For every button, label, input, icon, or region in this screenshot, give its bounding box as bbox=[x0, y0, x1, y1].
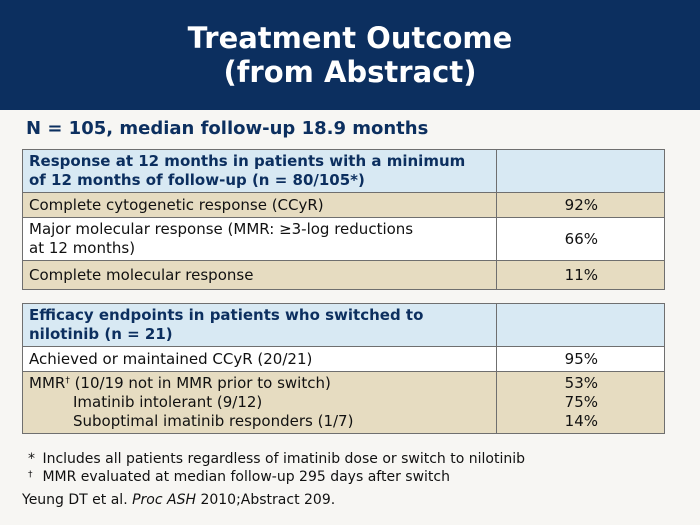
slide-title-line-2: (from Abstract) bbox=[223, 55, 477, 89]
row-label: Major molecular response (MMR: ≥3-log re… bbox=[22, 217, 497, 261]
row-value: 92% bbox=[496, 192, 665, 218]
citation: Yeung DT et al. Proc ASH 2010;Abstract 2… bbox=[22, 492, 335, 508]
response-table-header-cell: Response at 12 months in patients with a… bbox=[22, 149, 497, 193]
table-row: Major molecular response (MMR: ≥3-log re… bbox=[22, 217, 665, 261]
table-row: Complete cytogenetic response (CCyR) 92% bbox=[22, 192, 665, 218]
row-value: 75% bbox=[564, 393, 598, 411]
header-line: of 12 months of follow-up (n = 80/105*) bbox=[29, 171, 365, 189]
footnote-symbol: * bbox=[28, 451, 35, 467]
row-value: 11% bbox=[496, 260, 665, 290]
row-label-group: MMR† (10/19 not in MMR prior to switch) … bbox=[22, 371, 497, 434]
response-table-header: Response at 12 months in patients with a… bbox=[22, 149, 665, 193]
switch-table-header-cell: Efficacy endpoints in patients who switc… bbox=[22, 303, 497, 347]
citation-journal: Proc ASH bbox=[132, 492, 196, 508]
cohort-subheading: N = 105, median follow-up 18.9 months bbox=[26, 118, 429, 139]
row-label: Complete molecular response bbox=[22, 260, 497, 290]
title-banner: Treatment Outcome (from Abstract) bbox=[0, 0, 700, 110]
footnote-text: Includes all patients regardless of imat… bbox=[42, 451, 526, 467]
mmr-label-rest: (10/19 not in MMR prior to switch) bbox=[69, 374, 331, 392]
footnote: † MMR evaluated at median follow-up 295 … bbox=[28, 468, 525, 486]
header-empty-cell bbox=[496, 303, 665, 347]
switch-table-header: Efficacy endpoints in patients who switc… bbox=[22, 303, 665, 347]
row-label-line: MMR† (10/19 not in MMR prior to switch) bbox=[29, 374, 490, 393]
row-label: Achieved or maintained CCyR (20/21) bbox=[22, 346, 497, 372]
row-value: 53% bbox=[564, 374, 598, 392]
header-line: Response at 12 months in patients with a… bbox=[29, 152, 466, 170]
row-value: 66% bbox=[496, 217, 665, 261]
citation-authors: Yeung DT et al. bbox=[22, 492, 133, 508]
response-table: Response at 12 months in patients with a… bbox=[22, 149, 665, 290]
footnote: * Includes all patients regardless of im… bbox=[28, 450, 525, 468]
footnote-symbol: † bbox=[28, 470, 33, 480]
table-row: Achieved or maintained CCyR (20/21) 95% bbox=[22, 346, 665, 372]
row-value: 14% bbox=[564, 412, 598, 430]
table-row: MMR† (10/19 not in MMR prior to switch) … bbox=[22, 371, 665, 434]
mmr-label: MMR bbox=[29, 374, 66, 392]
header-empty-cell bbox=[496, 149, 665, 193]
table-row: Complete molecular response 11% bbox=[22, 260, 665, 290]
row-value: 95% bbox=[496, 346, 665, 372]
header-line: Efficacy endpoints in patients who switc… bbox=[29, 306, 424, 324]
row-label: Complete cytogenetic response (CCyR) bbox=[22, 192, 497, 218]
footnote-text: MMR evaluated at median follow-up 295 da… bbox=[42, 469, 450, 485]
footnotes: * Includes all patients regardless of im… bbox=[28, 450, 525, 486]
header-line: nilotinib (n = 21) bbox=[29, 325, 173, 343]
switch-efficacy-table: Efficacy endpoints in patients who switc… bbox=[22, 303, 665, 434]
row-label-line: Suboptimal imatinib responders (1/7) bbox=[73, 412, 354, 430]
row-label-line: Imatinib intolerant (9/12) bbox=[73, 393, 263, 411]
row-value-group: 53% 75% 14% bbox=[496, 371, 665, 434]
citation-rest: 2010;Abstract 209. bbox=[196, 492, 336, 508]
row-label-line: at 12 months) bbox=[29, 239, 136, 257]
slide-title-line-1: Treatment Outcome bbox=[187, 21, 513, 55]
dagger-mark: † bbox=[65, 376, 70, 386]
row-label-line: Major molecular response (MMR: ≥3-log re… bbox=[29, 220, 414, 238]
